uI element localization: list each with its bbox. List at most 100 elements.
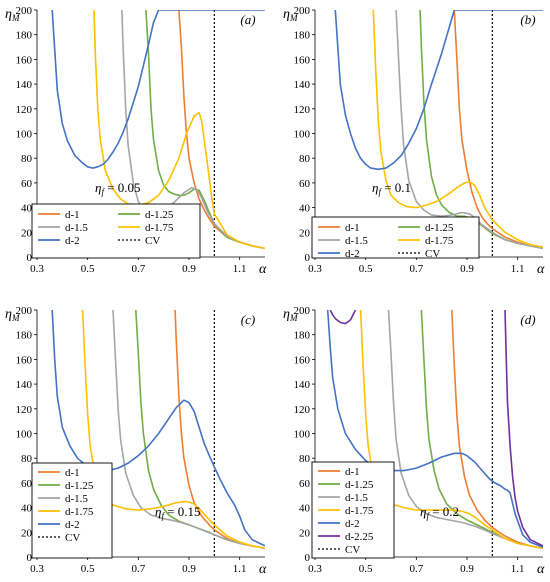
- chart-panel-3: 0 20 40 60 80 100 120 140 160 180 200 0.3 0.5 0.7 0.9 1…: [5, 305, 267, 577]
- x-axis-title: α: [537, 562, 545, 577]
- x-tick-label: 0.9: [182, 563, 196, 575]
- y-tick-label: 120: [294, 104, 311, 116]
- series-line-d-1.75: [81, 310, 265, 550]
- y-tick-label: 140: [16, 379, 33, 391]
- y-tick-label: 20: [299, 227, 311, 239]
- legend-label: d-1: [345, 222, 360, 234]
- y-tick-label: 120: [16, 104, 33, 116]
- y-tick-label: 160: [16, 54, 33, 66]
- x-axis-title: α: [537, 262, 545, 277]
- x-axis-title: α: [259, 562, 267, 577]
- legend-label: d-1.5: [65, 493, 88, 505]
- x-axis-title: α: [259, 262, 267, 277]
- series-line-d-2: [326, 310, 543, 548]
- panel-label: (a): [240, 12, 255, 27]
- eta-annotation: ηf = 0.2: [420, 504, 459, 521]
- y-tick-label: 140: [16, 79, 33, 91]
- legend-label: d-1.5: [65, 222, 88, 234]
- x-tick-label: 0.3: [308, 263, 322, 275]
- legend-label: d-1.75: [425, 235, 454, 247]
- y-tick-label: 180: [16, 30, 33, 42]
- x-tick-label: 0.3: [30, 263, 44, 275]
- legend-label: d-1.75: [145, 222, 174, 234]
- y-tick-label: 80: [21, 453, 33, 465]
- legend-box: [31, 203, 201, 259]
- legend-label: d-1.5: [345, 235, 368, 247]
- x-tick-label: 0.9: [460, 563, 474, 575]
- panel-label: (b): [520, 12, 535, 27]
- y-tick-label: 40: [299, 503, 311, 515]
- series-line-d-1.25: [419, 10, 543, 250]
- y-tick-label: 140: [294, 379, 311, 391]
- y-tick-label: 0: [27, 252, 33, 264]
- y-tick-label: 120: [16, 404, 33, 416]
- y-tick-label: 160: [294, 354, 311, 366]
- y-tick-label: 60: [21, 478, 33, 490]
- y-tick-label: 80: [299, 453, 311, 465]
- legend-label: d-2.25: [345, 531, 374, 543]
- legend-box: [311, 216, 480, 259]
- eta-annotation: ηf = 0.1: [372, 180, 411, 197]
- y-tick-label: 60: [21, 178, 33, 190]
- legend-label: d-1: [345, 466, 360, 478]
- y-tick-label: 20: [21, 227, 33, 239]
- x-tick-label: 1.1: [233, 263, 247, 275]
- chart-panel-2: 0 20 40 60 80 100 120 140 160 180 200 0.3 0.5 0.7 0.9 1…: [283, 5, 545, 277]
- legend: d-1d-1.25d-1.5d-1.75d-2CV: [31, 462, 113, 559]
- legend-label: d-1.25: [345, 479, 374, 491]
- series-line-d-2: [51, 10, 265, 169]
- x-tick-label: 0.5: [359, 263, 373, 275]
- legend-label: d-1.75: [65, 506, 94, 518]
- y-tick-label: 60: [299, 178, 311, 190]
- series-group: [51, 10, 265, 250]
- x-tick-label: 1.1: [233, 563, 247, 575]
- y-tick-label: 100: [16, 429, 33, 441]
- legend-label: CV: [345, 544, 360, 556]
- x-tick-label: 0.5: [81, 263, 95, 275]
- x-tick-label: 1.1: [511, 563, 525, 575]
- series-group: [326, 310, 543, 550]
- series-line-d-1.5: [121, 10, 265, 250]
- series-line-d-1.75: [372, 10, 543, 248]
- legend-label: d-1.75: [345, 505, 374, 517]
- legend-label: CV: [145, 235, 160, 247]
- x-tick-label: 0.7: [409, 263, 423, 275]
- x-tick-label: 1.1: [511, 263, 525, 275]
- y-tick-label: 40: [21, 203, 33, 215]
- y-tick-label: 140: [294, 79, 311, 91]
- series-line-d-1.5: [112, 310, 265, 550]
- legend-label: d-1.25: [65, 480, 94, 492]
- series-line-d-2.25: [329, 310, 357, 325]
- y-tick-label: 200: [294, 305, 311, 317]
- series-line-d-1: [451, 310, 543, 550]
- y-tick-label: 0: [305, 252, 311, 264]
- legend-label: d-2: [345, 518, 360, 530]
- legend-label: d-2: [345, 248, 360, 260]
- x-tick-label: 0.9: [460, 263, 474, 275]
- chart-panel-4: 0 20 40 60 80 100 120 140 160 180 200 0.3 0.5 0.7 0.9 1…: [283, 305, 545, 577]
- panel-label: (c): [241, 312, 255, 327]
- legend-label: CV: [65, 532, 80, 544]
- series-group: [51, 310, 265, 550]
- x-tick-label: 0.7: [131, 263, 145, 275]
- legend-label: d-1: [65, 467, 80, 479]
- y-tick-label: 40: [21, 503, 33, 515]
- legend-label: d-2: [65, 235, 80, 247]
- series-line-d-1.75: [93, 10, 265, 250]
- y-tick-label: 160: [16, 354, 33, 366]
- y-tick-label: 100: [16, 129, 33, 141]
- y-tick-label: 120: [294, 404, 311, 416]
- legend-label: d-1.25: [425, 222, 454, 234]
- x-tick-label: 0.7: [409, 563, 423, 575]
- y-tick-label: 80: [299, 153, 311, 165]
- y-tick-label: 200: [16, 305, 33, 317]
- series-group: [334, 10, 543, 250]
- y-tick-label: 180: [294, 330, 311, 342]
- y-tick-label: 40: [299, 203, 311, 215]
- x-tick-label: 0.5: [81, 563, 95, 575]
- eta-annotation: ηf = 0.15: [155, 504, 201, 521]
- legend-label: d-1.25: [145, 209, 174, 221]
